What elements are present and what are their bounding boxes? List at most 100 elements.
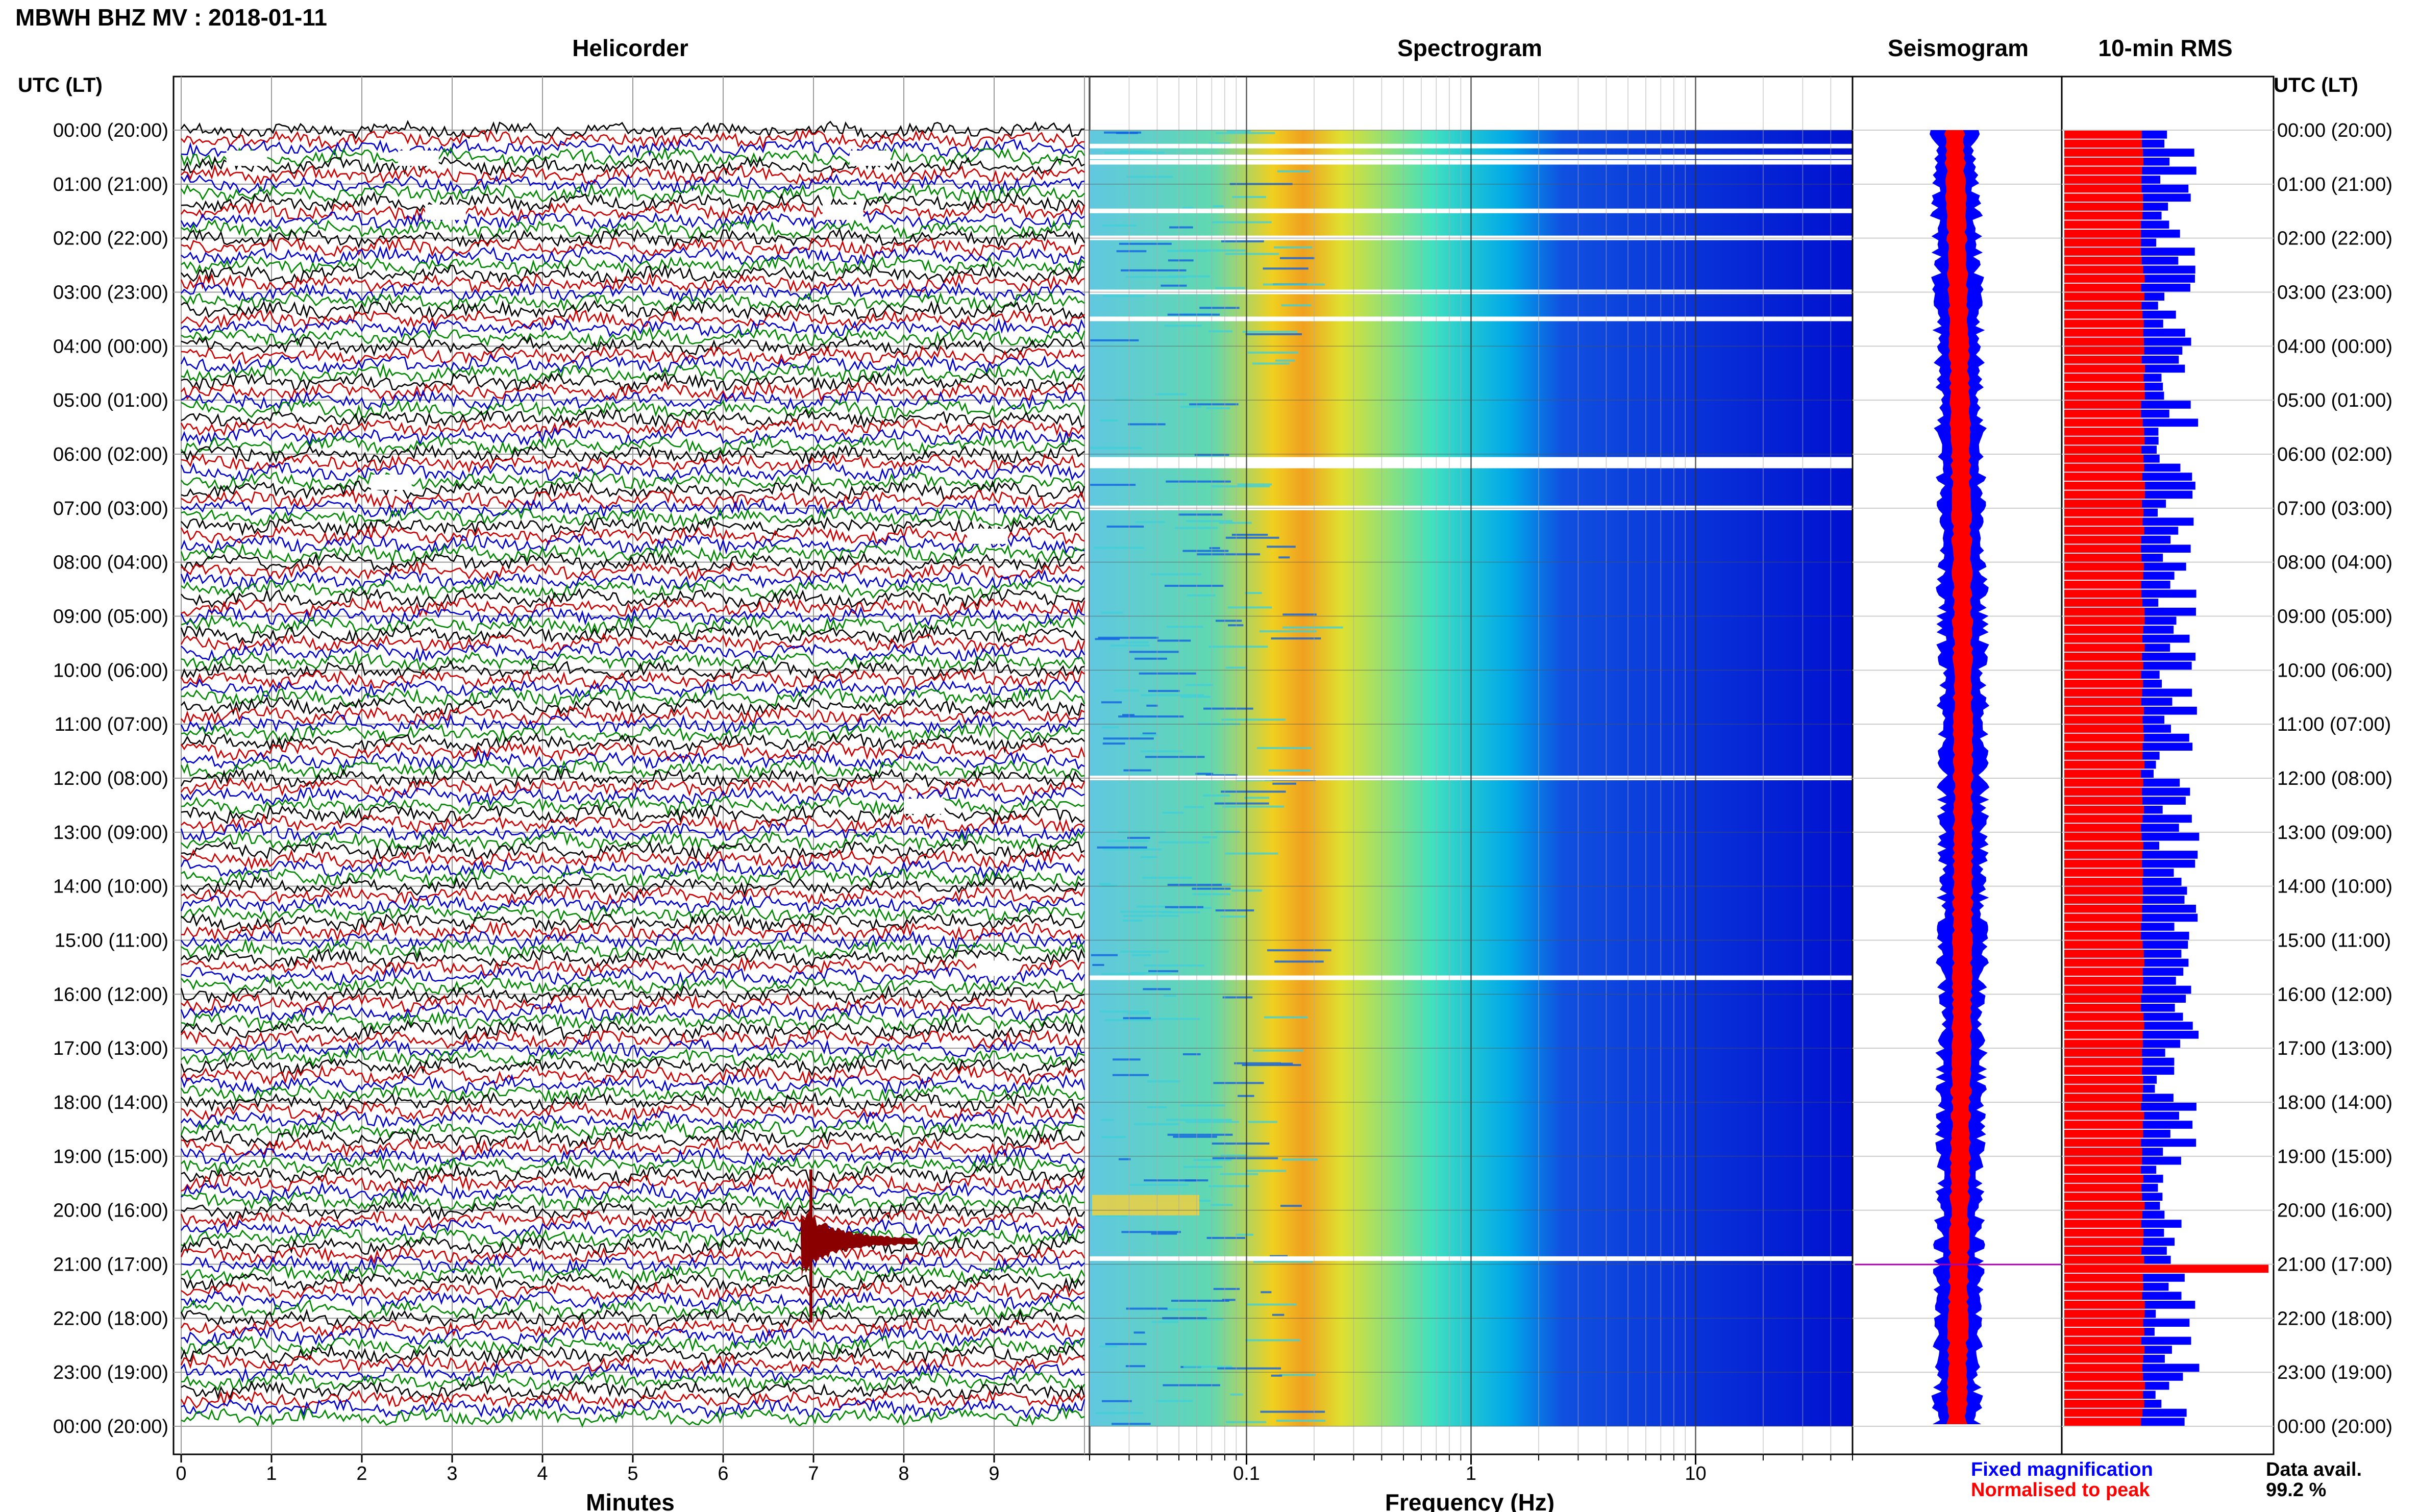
spectrogram-streak [1212,1142,1270,1145]
rms-bar-normalised [2064,319,2144,328]
helicorder-trace [181,1397,1085,1419]
helicorder-trace [181,1181,1085,1203]
spectrogram-streak [1272,1313,1285,1316]
helicorder-gap [967,528,1008,544]
spectrogram-streak [1216,132,1275,134]
row-label-right: 11:00 (07:00) [2277,714,2391,735]
rms-bar-normalised [2064,733,2144,742]
row-label-right: 21:00 (17:00) [2277,1254,2392,1276]
spectrogram-streak [1230,1393,1243,1396]
rms-bar-normalised [2064,148,2143,157]
rms-bar-normalised [2064,1183,2142,1192]
helicorder-trace [181,913,1085,933]
helicorder-gap [822,204,863,220]
spectrogram-title: Spectrogram [1397,35,1542,61]
spectrogram-streak [1104,152,1165,154]
helicorder-trace [181,255,1085,276]
rms-bar-normalised [2064,1103,2141,1111]
row-label-right: 04:00 (00:00) [2277,336,2392,357]
helicorder-trace [181,650,1085,672]
helicorder-gap [398,151,439,166]
row-label-right: 03:00 (23:00) [2277,282,2392,304]
spectrogram-streak [1126,276,1187,278]
row-label-right: 12:00 (08:00) [2277,768,2392,789]
helicorder-trace [181,129,1084,150]
helicorder-trace [180,542,1085,564]
row-label-right: 00:00 (20:00) [2277,1416,2392,1437]
helicorder-trace [181,164,1085,185]
helicorder-x-tick-label: 1 [266,1463,277,1484]
helicorder-trace [181,1371,1085,1392]
helicorder-trace [180,1146,1085,1167]
rms-bar-normalised [2064,1067,2142,1075]
rms-bar-normalised [2064,841,2143,850]
rms-bar-normalised [2064,589,2142,598]
rms-bar-normalised [2064,1309,2145,1318]
spectrogram-streak [1147,1080,1180,1083]
spectrogram-streak [1129,1183,1189,1186]
helicorder-trace [181,813,1085,834]
spectrogram-streak [1282,613,1317,616]
spectrogram-streak [1185,1121,1239,1123]
rms-bar-normalised [2064,715,2143,724]
spectrogram-streak [1163,995,1176,997]
rms-bar-normalised [2064,859,2142,868]
spectrogram-streak [1100,1119,1114,1121]
spectrogram-streak [1161,284,1187,287]
row-label-left: 08:00 (04:00) [53,552,168,574]
spectrogram-x-tick-label: 1 [1466,1463,1476,1484]
spectrogram-streak [1236,1233,1253,1236]
utc-label-right: UTC (LT) [2274,74,2358,96]
rms-bar-normalised [2064,256,2142,265]
spectrogram-streak [1167,313,1220,316]
rms-bar-normalised [2064,1364,2143,1372]
helicorder-trace [180,713,1085,734]
helicorder-trace [180,426,1085,448]
helicorder-trace [180,120,1085,140]
helicorder-trace [181,156,1085,176]
helicorder-trace [181,480,1085,501]
spectrogram-streak [1267,949,1331,952]
rms-bar-normalised [2064,1175,2143,1183]
helicorder-gaps [226,151,1017,976]
rms-bar-normalised [2064,1228,2144,1237]
spectrogram-streak [1221,240,1264,242]
row-label-right: 22:00 (18:00) [2277,1308,2392,1329]
spectrogram-streak [1279,1374,1316,1376]
helicorder-trace [181,138,1085,159]
helicorder-x-tick-label: 9 [989,1463,999,1484]
rms-bar-normalised [2064,958,2144,967]
row-label-left: 04:00 (00:00) [53,336,168,357]
rms-bar-normalised [2064,1301,2145,1309]
rms-bar-normalised [2064,1274,2143,1282]
helicorder-trace [181,1200,1085,1221]
rms-bar-normalised [2064,904,2142,913]
rms-bar-normalised [2064,1400,2144,1408]
row-label-right: 00:00 (20:00) [2277,120,2392,141]
helicorder-trace [180,1389,1085,1409]
helicorder-trace [180,1352,1085,1373]
spectrogram-streak [1151,1321,1179,1323]
helicorder-trace [181,867,1085,888]
spectrogram-streak [1196,553,1261,556]
helicorder-panel: 0 1 2 3 4 5 6 7 8 9 [172,76,1091,1484]
rms-bar-normalised [2064,176,2142,184]
spectrogram-streak [1157,639,1191,642]
spectrogram-streak [1173,1135,1217,1138]
rms-bar-normalised [2064,913,2142,922]
helicorder-trace [181,921,1085,942]
helicorder-trace [180,1299,1085,1320]
rms-bar-normalised [2064,1354,2143,1363]
helicorder-trace [180,606,1085,627]
spectrogram-streak [1213,1287,1240,1290]
spectrogram-streak [1187,594,1216,597]
spectrogram-streak [1279,257,1315,259]
helicorder-trace [181,444,1085,465]
helicorder-trace [180,876,1085,897]
helicorder-trace [181,1173,1085,1194]
spectrogram-streak [1221,790,1286,793]
row-label-left: 07:00 (03:00) [53,498,168,519]
spectrogram-streak [1128,423,1166,426]
spectrogram-streak [1099,883,1110,885]
rms-bars [2064,131,2268,1426]
